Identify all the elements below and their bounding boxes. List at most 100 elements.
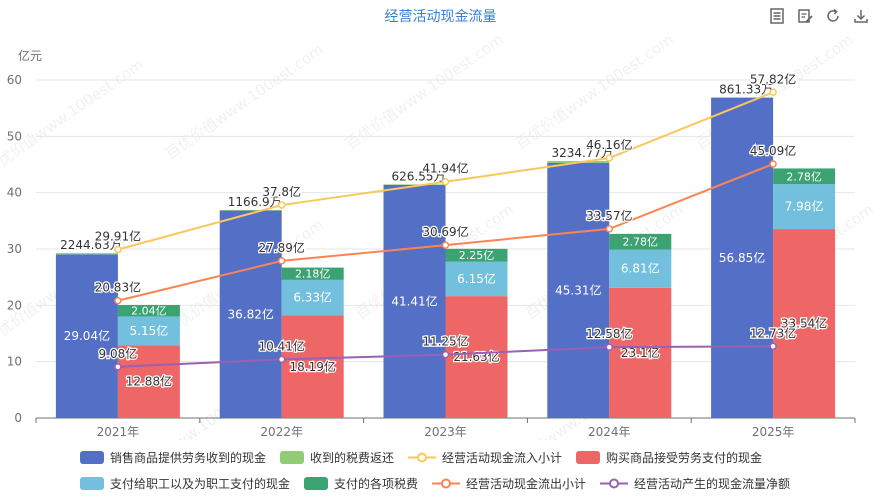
- legend-swatch: [304, 476, 329, 490]
- legend-swatch: [600, 478, 629, 488]
- line-outflow-subtotal-point: [769, 160, 777, 168]
- line-inflow-subtotal-point: [277, 201, 286, 209]
- y-tick-label: 10: [7, 355, 22, 369]
- legend-swatch: [432, 478, 461, 488]
- bar-sales-received: [219, 210, 282, 418]
- legend-label: 经营活动产生的现金流量净额: [634, 476, 791, 491]
- line-outflow-subtotal-label: 30.69亿: [422, 224, 468, 239]
- data-label-sales: 29.04亿: [64, 328, 110, 343]
- line-outflow-subtotal-label: 27.89亿: [259, 240, 305, 255]
- x-tick-label: 2024年: [588, 425, 631, 439]
- y-tick-label: 20: [7, 298, 22, 312]
- watermark-text: 百优价值www.100est.com: [342, 30, 507, 153]
- data-label-staff-paid: 5.15亿: [130, 323, 169, 338]
- line-outflow-subtotal-label: 20.83亿: [95, 280, 141, 295]
- y-axis-unit: 亿元: [18, 48, 42, 63]
- data-label-sales: 56.85亿: [719, 250, 765, 265]
- refresh-icon[interactable]: [823, 6, 843, 26]
- line-net-cash-flow-label: 12.73亿: [750, 325, 796, 340]
- legend-sales-received[interactable]: 销售商品提供劳务收到的现金: [80, 449, 266, 466]
- data-label-goods-paid: 12.88亿: [126, 374, 172, 389]
- line-net-cash-flow-point: [277, 355, 286, 364]
- legend-taxes-paid[interactable]: 支付的各项税费: [304, 475, 418, 492]
- bar-sales-received: [711, 97, 774, 419]
- bar-sales-received: [547, 162, 610, 418]
- bar-taxes-paid: [609, 233, 672, 250]
- bar-taxes-paid: [117, 304, 180, 317]
- bar-tax-refund: [219, 209, 282, 211]
- bar-taxes-paid: [773, 168, 836, 185]
- bar-staff-paid: [445, 261, 508, 297]
- line-inflow-subtotal-point: [769, 88, 777, 97]
- legend-tax-refund[interactable]: 收到的税费返还: [280, 449, 394, 466]
- bar-taxes-paid: [281, 267, 344, 280]
- watermark-text: 百优价值www.100est.com: [162, 40, 327, 163]
- edit-icon[interactable]: [795, 6, 815, 26]
- line-inflow-subtotal-label: 57.82亿: [750, 71, 796, 86]
- data-label-tax-refund: 2244.63万: [60, 238, 122, 252]
- legend-swatch: [280, 450, 305, 464]
- line-inflow-subtotal-label: 29.91亿: [95, 229, 141, 244]
- y-tick-label: 60: [7, 73, 22, 87]
- bar-staff-paid: [281, 279, 344, 316]
- legend-swatch: [408, 452, 437, 462]
- legend-outflow-subtotal[interactable]: 经营活动现金流出小计: [432, 475, 586, 492]
- line-net-cash-flow-point: [769, 342, 777, 351]
- data-label-taxes-paid: 2.18亿: [295, 268, 331, 281]
- data-label-sales: 36.82亿: [228, 306, 274, 321]
- download-icon[interactable]: [851, 6, 871, 26]
- legend-inflow-subtotal[interactable]: 经营活动现金流入小计: [408, 449, 562, 466]
- bar-goods-paid: [609, 287, 672, 418]
- y-tick-label: 30: [7, 242, 22, 256]
- data-label-staff-paid: 7.98亿: [785, 199, 824, 214]
- data-label-taxes-paid: 2.78亿: [623, 236, 659, 249]
- data-view-icon[interactable]: [767, 6, 787, 26]
- line-net-cash-flow-label: 9.08亿: [99, 346, 138, 361]
- line-outflow-subtotal-point: [114, 296, 122, 305]
- y-tick-label: 40: [7, 186, 22, 200]
- data-label-staff-paid: 6.33亿: [293, 290, 332, 305]
- chart-title: 经营活动现金流量: [384, 9, 497, 25]
- data-label-taxes-paid: 2.04亿: [131, 305, 167, 318]
- data-label-goods-paid: 21.63亿: [453, 349, 499, 364]
- legend-net-cash-flow[interactable]: 经营活动产生的现金流量净额: [600, 475, 790, 492]
- data-label-taxes-paid: 2.78亿: [786, 170, 822, 183]
- legend-label: 收到的税费返还: [310, 450, 395, 465]
- bar-sales-received: [55, 254, 118, 418]
- legend-label: 购买商品接受劳务支付的现金: [606, 450, 763, 465]
- bar-sales-received: [383, 184, 446, 418]
- data-label-tax-refund: 1166.9万: [228, 195, 282, 209]
- legend-label: 经营活动现金流出小计: [466, 476, 587, 491]
- data-label-tax-refund: 861.33万: [719, 82, 773, 96]
- x-tick-label: 2025年: [752, 425, 795, 439]
- bar-staff-paid: [773, 184, 836, 230]
- line-net-cash-flow-point: [114, 363, 122, 371]
- line-inflow-subtotal-label: 41.94亿: [422, 161, 468, 176]
- legend-goods-paid[interactable]: 购买商品接受劳务支付的现金: [576, 449, 762, 466]
- line-outflow-subtotal-label: 45.09亿: [750, 143, 796, 158]
- legend-label: 销售商品提供劳务收到的现金: [110, 450, 267, 465]
- data-label-staff-paid: 6.81亿: [621, 261, 660, 276]
- line-inflow-subtotal-point: [114, 245, 122, 254]
- bar-staff-paid: [609, 249, 672, 288]
- data-label-sales: 41.41亿: [391, 293, 437, 308]
- bar-goods-paid: [773, 229, 836, 418]
- legend-staff-paid[interactable]: 支付给职工以及为职工支付的现金: [80, 475, 290, 492]
- line-inflow-subtotal-label: 37.8亿: [262, 184, 301, 199]
- line-outflow-subtotal-point: [605, 225, 614, 233]
- bar-tax-refund: [711, 97, 774, 98]
- y-tick-label: 50: [7, 129, 22, 143]
- line-net-cash-flow-point: [605, 343, 614, 351]
- legend-swatch: [576, 450, 601, 464]
- x-tick-label: 2022年: [260, 425, 303, 439]
- line-net-cash-flow-label: 12.58亿: [586, 326, 632, 341]
- x-tick-label: 2023年: [424, 425, 467, 439]
- watermark-text: 百优价值www.100est.com: [0, 55, 147, 178]
- bar-goods-paid: [445, 296, 508, 418]
- legend-label: 支付的各项税费: [334, 476, 419, 491]
- bar-goods-paid: [117, 345, 180, 418]
- data-label-taxes-paid: 2.25亿: [459, 249, 495, 262]
- bar-taxes-paid: [445, 248, 508, 262]
- bar-tax-refund: [55, 253, 118, 255]
